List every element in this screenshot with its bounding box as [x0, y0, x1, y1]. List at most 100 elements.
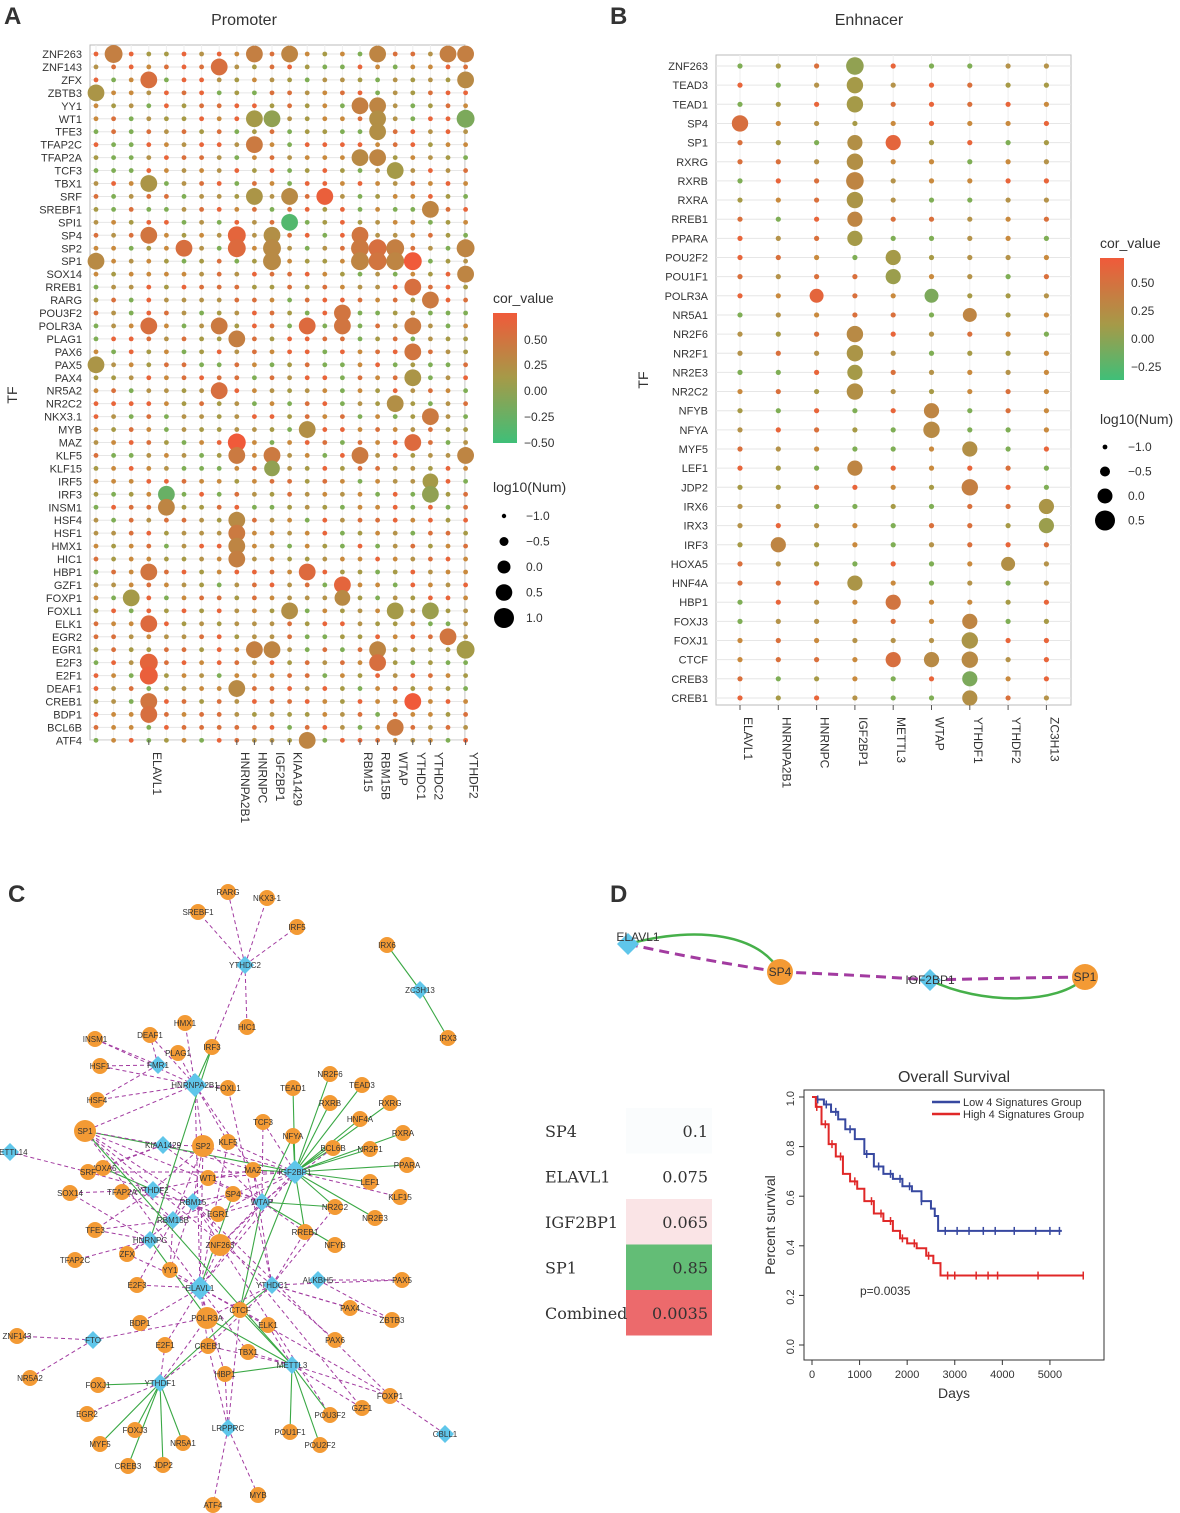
network-tf-node-klf15 — [392, 1189, 408, 1205]
network-tf-label: GZF1 — [352, 1404, 373, 1413]
network-tf-node-tfap2c — [67, 1252, 83, 1268]
promoter-point — [410, 621, 416, 627]
promoter-point-polr3a — [404, 317, 422, 335]
enhancer-point — [737, 695, 743, 701]
promoter-point — [128, 647, 134, 653]
promoter-point — [445, 608, 451, 614]
enhancer-point — [890, 120, 896, 127]
enhancer-point-nr2e3 — [847, 364, 863, 380]
enhancer-point — [967, 388, 973, 395]
network-edge-dashed — [94, 1038, 196, 1086]
network-edge-dashed — [84, 1130, 194, 1203]
enhancer-point — [775, 465, 781, 471]
network-edge-solid — [294, 1073, 331, 1173]
enhancer-point — [1005, 388, 1011, 395]
enhancer-point — [1005, 216, 1011, 222]
promoter-point — [392, 699, 398, 704]
promoter-point — [111, 336, 116, 342]
enhancer-point-foxj3 — [962, 613, 978, 629]
promoter-point — [287, 647, 292, 653]
promoter-point — [340, 673, 345, 678]
enhancer-point — [890, 503, 896, 510]
promoter-point — [322, 504, 328, 510]
promoter-point — [164, 569, 169, 575]
network-edge-dashed — [136, 1219, 174, 1286]
network-edge-dashed — [202, 1145, 296, 1173]
survival-x-tick-label: 2000 — [895, 1369, 919, 1381]
promoter-point — [234, 621, 240, 627]
promoter-point — [216, 621, 222, 627]
survival-curve-low — [812, 1096, 1062, 1232]
network-edge-dashed — [84, 1130, 273, 1286]
enhancer-point — [814, 523, 820, 529]
promoter-y-tick-label: ELK1 — [55, 619, 82, 631]
promoter-point — [93, 194, 99, 199]
table-row-value: 0.075 — [662, 1167, 708, 1186]
network-tf-label: CTCF — [229, 1306, 250, 1315]
network-tf-label: SOX14 — [57, 1189, 83, 1198]
promoter-point — [128, 349, 134, 355]
promoter-point — [111, 258, 116, 264]
promoter-point — [410, 155, 416, 161]
enhancer-point — [928, 523, 935, 529]
network-edge-dashed — [227, 1427, 259, 1496]
network-edge-dashed — [271, 1284, 393, 1321]
promoter-point — [392, 556, 398, 562]
network-tf-label: HSF1 — [90, 1062, 111, 1071]
promoter-point — [216, 194, 222, 199]
promoter-point — [340, 219, 345, 225]
promoter-point — [216, 569, 222, 575]
promoter-point — [287, 155, 292, 161]
promoter-point — [410, 51, 416, 57]
promoter-y-tick-label: TFE3 — [55, 127, 82, 139]
promoter-point — [269, 725, 275, 730]
promoter-point — [252, 207, 257, 212]
network-hub-node-fmr1 — [149, 1056, 167, 1074]
promoter-point-hmx1 — [228, 537, 246, 555]
promoter-point — [304, 686, 310, 691]
promoter-point — [111, 647, 116, 653]
enhancer-y-tick-label: IRX6 — [684, 501, 708, 513]
promoter-point — [340, 466, 345, 471]
promoter-point — [463, 168, 468, 173]
promoter-point — [375, 362, 380, 368]
promoter-point — [322, 349, 328, 355]
promoter-point — [146, 155, 152, 161]
promoter-point — [181, 725, 187, 730]
promoter-point — [111, 556, 116, 562]
promoter-point — [111, 608, 116, 614]
promoter-point — [93, 440, 99, 445]
promoter-point — [93, 725, 99, 730]
promoter-point — [216, 77, 222, 83]
enhancer-point — [890, 465, 896, 471]
promoter-point — [304, 349, 310, 355]
enhancer-point — [1005, 676, 1011, 682]
promoter-point — [269, 103, 275, 109]
survival-x-tick-label: 1000 — [847, 1369, 871, 1381]
network-tf-node-e2f1 — [157, 1337, 173, 1353]
promoter-point — [375, 414, 380, 419]
promoter-point — [304, 582, 310, 588]
promoter-point — [181, 155, 187, 161]
promoter-point — [375, 556, 380, 562]
enhancer-point — [1043, 274, 1049, 280]
promoter-point — [322, 284, 328, 290]
network-edge-solid — [261, 1135, 294, 1203]
promoter-point — [322, 103, 328, 109]
promoter-point — [410, 608, 416, 614]
enhancer-point — [775, 427, 781, 433]
promoter-point — [128, 478, 134, 484]
promoter-y-tick-label: POU3F2 — [39, 308, 82, 320]
promoter-point-nr2c2 — [386, 395, 404, 413]
promoter-point — [216, 504, 222, 510]
enhancer-point-nr5a1 — [962, 307, 977, 322]
network-tf-node-polr3a — [196, 1307, 218, 1329]
survival-plot-frame — [803, 1089, 1105, 1361]
core-edge-dashed — [627, 942, 781, 974]
promoter-point — [445, 245, 451, 251]
promoter-point — [252, 336, 257, 342]
promoter-point — [128, 621, 134, 627]
promoter-point — [445, 686, 451, 691]
promoter-point — [463, 181, 468, 186]
